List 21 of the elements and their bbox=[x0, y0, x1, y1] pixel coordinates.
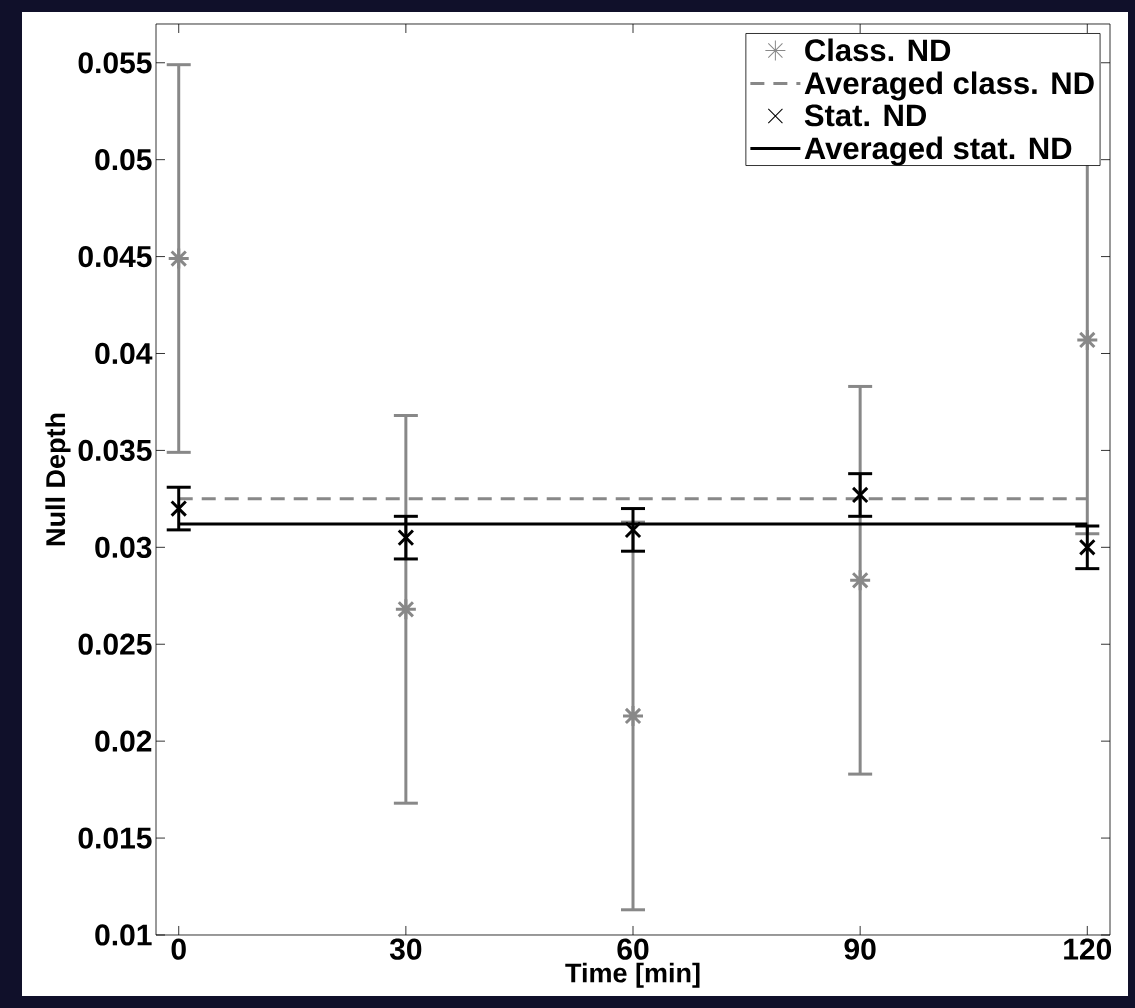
x-tick-label: 60 bbox=[617, 938, 649, 960]
y-tick-label: 0.055 bbox=[78, 52, 152, 74]
y-tick-label: 0.025 bbox=[78, 633, 152, 655]
x-axis-title: Time [min] bbox=[565, 962, 700, 988]
y-tick-label: 0.03 bbox=[95, 536, 152, 558]
x-tick-label: 120 bbox=[1064, 938, 1112, 960]
y-tick-label: 0.035 bbox=[78, 439, 152, 462]
y-tick-label: 0.04 bbox=[95, 342, 153, 365]
x-tick-label: 90 bbox=[844, 938, 876, 960]
x-tick-label: 0 bbox=[171, 938, 186, 960]
y-tick-label: 0.045 bbox=[78, 245, 152, 268]
y-tick-label: 0.02 bbox=[95, 730, 152, 752]
y-tick-label: 0.015 bbox=[78, 827, 152, 849]
legend-label: Averaged class. ND bbox=[804, 71, 1094, 101]
y-tick-label: 0.05 bbox=[95, 149, 152, 171]
legend-label: Averaged stat. ND bbox=[804, 136, 1072, 166]
x-tick-label: 30 bbox=[389, 938, 422, 960]
y-axis-title: Null Depth bbox=[45, 413, 71, 546]
legend-label: Class. ND bbox=[805, 38, 951, 62]
y-tick-label: 0.01 bbox=[95, 924, 152, 946]
legend-label: Stat. ND bbox=[804, 104, 926, 127]
